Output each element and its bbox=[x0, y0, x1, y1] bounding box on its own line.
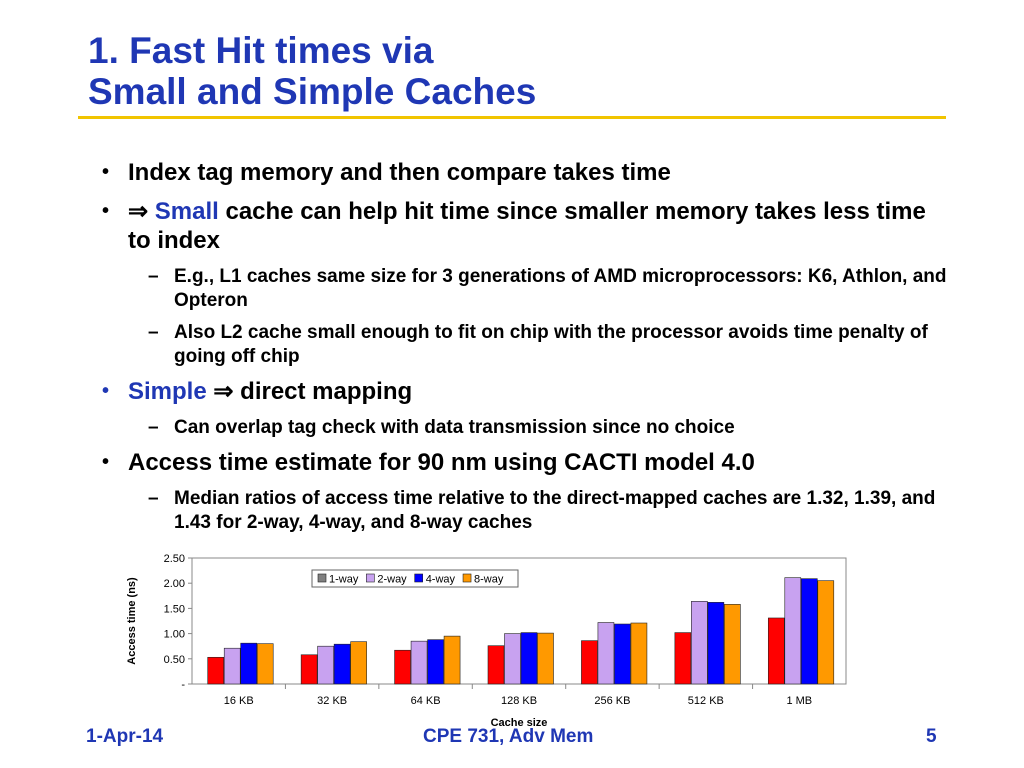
bar-2-way-512kb bbox=[691, 601, 708, 685]
implies-arrow: ⇒ bbox=[128, 198, 149, 225]
bar-2-way-32kb bbox=[317, 645, 334, 685]
bullet-cacti: • Access time estimate for 90 nm using C… bbox=[102, 448, 952, 477]
bullet-dot: • bbox=[102, 200, 110, 222]
footer-course: CPE 731, Adv Mem bbox=[423, 726, 594, 747]
bullet-small-cache: • ⇒ Small cache can help hit time since … bbox=[102, 197, 952, 255]
legend-swatch-4-way bbox=[414, 573, 423, 583]
bullet-dot: • bbox=[102, 161, 110, 183]
x-tick-label: 512 KB bbox=[688, 695, 724, 707]
bar-8-way-128kb bbox=[537, 632, 554, 685]
y-tick-label: 2.50 bbox=[164, 553, 185, 565]
bullet-text: cache can help hit time since smaller me… bbox=[128, 198, 926, 254]
access-time-chart: - 0.50 1.00 1.50 2.00 2.50 16 KB 32 KB 64 KB 128 … bbox=[120, 550, 860, 735]
x-tick-label: 1 MB bbox=[786, 695, 812, 707]
sub-bullet-overlap: – Can overlap tag check with data transm… bbox=[148, 416, 952, 440]
bar-4-way-256kb bbox=[614, 623, 631, 685]
title-line-1: 1. Fast Hit times via bbox=[88, 30, 434, 71]
bar-1-way-1mb bbox=[767, 617, 785, 685]
legend-label-2-way: 2-way bbox=[377, 574, 407, 586]
bar-8-way-32kb bbox=[350, 641, 367, 685]
y-tick-label: 1.50 bbox=[164, 603, 185, 615]
sub-bullet-dash: – bbox=[148, 266, 159, 287]
bar-2-way-128kb bbox=[504, 633, 521, 685]
bullet-dot: • bbox=[102, 451, 110, 473]
sub-bullet-text: Median ratios of access time relative to… bbox=[174, 488, 936, 533]
legend-label-1-way: 1-way bbox=[329, 574, 359, 586]
legend-swatch-8-way bbox=[462, 573, 472, 583]
bullet-list: • Index tag memory and then compare take… bbox=[102, 158, 952, 543]
bar-8-way-1mb bbox=[817, 580, 835, 685]
bar-2-way-16kb bbox=[223, 647, 241, 685]
legend-label-8-way: 8-way bbox=[474, 574, 504, 586]
highlight-simple: Simple bbox=[128, 378, 207, 405]
y-tick-label: - bbox=[181, 679, 185, 691]
sub-bullet-ratios: – Median ratios of access time relative … bbox=[148, 487, 952, 535]
y-axis-title: Access time (ns) bbox=[126, 577, 138, 665]
bar-2-way-1mb bbox=[784, 577, 802, 685]
bar-1-way-128kb bbox=[487, 645, 505, 685]
bar-8-way-16kb bbox=[256, 643, 274, 685]
sub-bullet-text: E.g., L1 caches same size for 3 generati… bbox=[174, 266, 947, 311]
bullet-simple: • Simple ⇒ direct mapping bbox=[102, 377, 952, 406]
footer-date: 1-Apr-14 bbox=[86, 726, 164, 747]
bar-8-way-64kb bbox=[443, 635, 461, 685]
bullet-text: Index tag memory and then compare takes … bbox=[128, 159, 671, 186]
bar-4-way-16kb bbox=[240, 642, 258, 685]
y-tick-label: 0.50 bbox=[164, 654, 185, 666]
sub-bullet-dash: – bbox=[148, 417, 159, 438]
x-tick-label: 64 KB bbox=[411, 695, 441, 707]
x-tick-label: 32 KB bbox=[317, 695, 347, 707]
x-tick-label: 256 KB bbox=[594, 695, 630, 707]
bar-4-way-1mb bbox=[800, 578, 818, 685]
x-tick-label: 128 KB bbox=[501, 695, 537, 707]
bar-1-way-32kb bbox=[300, 654, 318, 685]
highlight-small: Small bbox=[154, 198, 219, 225]
sub-bullet-dash: – bbox=[148, 322, 159, 343]
title-line-2: Small and Simple Caches bbox=[88, 71, 537, 112]
y-tick-label: 1.00 bbox=[164, 629, 185, 641]
x-axis-title: Cache size bbox=[491, 717, 548, 729]
sub-bullet-text: Can overlap tag check with data transmis… bbox=[174, 417, 735, 438]
bar-4-way-128kb bbox=[520, 632, 538, 685]
bar-1-way-16kb bbox=[207, 656, 225, 685]
sub-bullet-dash: – bbox=[148, 488, 159, 509]
sub-bullet-text: Also L2 cache small enough to fit on chi… bbox=[174, 322, 928, 367]
legend-swatch-2-way bbox=[366, 573, 375, 583]
bar-4-way-512kb bbox=[707, 602, 725, 685]
bar-2-way-64kb bbox=[410, 640, 428, 685]
bullet-text: direct mapping bbox=[233, 378, 413, 405]
sub-bullet-amd: – E.g., L1 caches same size for 3 genera… bbox=[148, 265, 952, 313]
bullet-dot: • bbox=[102, 380, 110, 402]
slide-title: 1. Fast Hit times via Small and Simple C… bbox=[88, 30, 988, 112]
bar-1-way-512kb bbox=[674, 632, 692, 685]
x-tick-label: 16 KB bbox=[224, 695, 254, 707]
y-tick-label: 2.00 bbox=[164, 578, 185, 590]
footer-page-number: 5 bbox=[926, 726, 937, 747]
chart-svg: - 0.50 1.00 1.50 2.00 2.50 16 KB 32 KB 64 KB 128 … bbox=[126, 553, 847, 729]
bar-8-way-256kb bbox=[630, 622, 648, 685]
bar-1-way-64kb bbox=[394, 649, 411, 685]
legend-swatch-1-way bbox=[317, 573, 327, 583]
title-underline bbox=[78, 116, 946, 119]
bullet-index-tag: • Index tag memory and then compare take… bbox=[102, 158, 952, 187]
bar-4-way-32kb bbox=[333, 643, 351, 685]
implies-arrow: ⇒ bbox=[213, 378, 234, 405]
sub-bullet-l2: – Also L2 cache small enough to fit on c… bbox=[148, 321, 952, 369]
bar-4-way-64kb bbox=[427, 639, 444, 685]
bar-1-way-256kb bbox=[581, 640, 598, 685]
bar-8-way-512kb bbox=[724, 604, 741, 685]
bullet-text: Access time estimate for 90 nm using CAC… bbox=[128, 449, 755, 476]
bar-2-way-256kb bbox=[597, 622, 615, 685]
legend-label-4-way: 4-way bbox=[426, 574, 456, 586]
